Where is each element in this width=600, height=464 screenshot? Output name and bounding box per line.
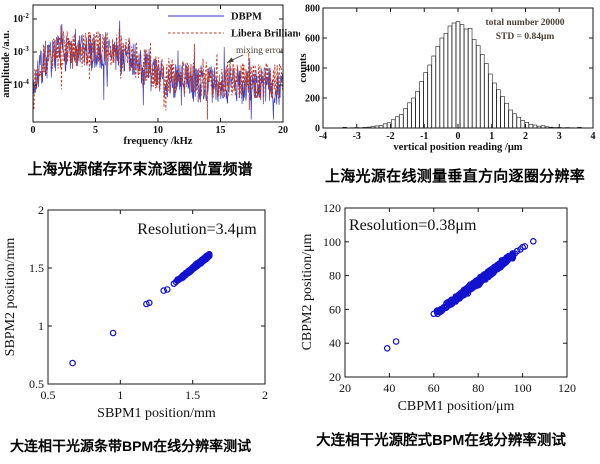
svg-text:15: 15 (216, 125, 226, 136)
svg-text:DBPM: DBPM (231, 12, 262, 23)
svg-text:CBPM2 position/μm: CBPM2 position/μm (300, 233, 315, 350)
svg-text:600: 600 (305, 34, 320, 45)
svg-text:400: 400 (305, 64, 320, 75)
svg-text:0: 0 (456, 131, 461, 142)
svg-text:2: 2 (38, 203, 44, 217)
svg-text:1: 1 (489, 131, 494, 142)
svg-text:-3: -3 (353, 131, 361, 142)
svg-text:80: 80 (472, 381, 484, 395)
svg-text:CBPM1 position/μm: CBPM1 position/μm (398, 399, 515, 414)
svg-text:SBPM2 position/mm: SBPM2 position/mm (3, 238, 18, 357)
svg-text:10-2: 10-2 (13, 12, 29, 25)
svg-text:200: 200 (305, 94, 320, 105)
caption-histogram: 上海光源在线测量垂直方向逐圈分辨率 (324, 168, 586, 185)
svg-text:40: 40 (383, 381, 395, 395)
svg-text:10-4: 10-4 (13, 78, 29, 91)
svg-text:20: 20 (329, 370, 341, 384)
svg-text:5: 5 (93, 125, 98, 136)
svg-text:10-3: 10-3 (13, 45, 29, 58)
svg-text:amplitude /a.u.: amplitude /a.u. (1, 30, 12, 98)
svg-text:2: 2 (523, 131, 528, 142)
svg-text:4: 4 (591, 131, 596, 142)
svg-text:counts: counts (300, 53, 309, 82)
svg-text:Libera Brilliance: Libera Brilliance (231, 29, 300, 40)
svg-text:60: 60 (329, 302, 341, 316)
sbpm-scatter-chart: 0.5 1 1.5 2 0.5 1 1.5 2 SBPM1 position/mm SBPM2 p… (3, 203, 268, 421)
svg-text:1.5: 1.5 (29, 261, 44, 275)
cbpm-scatter-chart: 20 40 60 80 100 120 20 40 60 80 100 120 CBPM1 positi… (300, 201, 576, 414)
svg-text:20: 20 (339, 381, 351, 395)
svg-text:0.5: 0.5 (41, 388, 56, 402)
resolution-histogram-chart: -4 -3 -2 -1 0 1 2 3 4 0 200 400 600 800 vertical posit… (300, 4, 596, 154)
svg-text:Resolution=0.38μm: Resolution=0.38μm (349, 217, 477, 234)
svg-text:60: 60 (428, 381, 440, 395)
svg-text:120: 120 (323, 201, 341, 215)
svg-text:-4: -4 (319, 131, 327, 142)
svg-text:mixing error: mixing error (236, 46, 285, 56)
caption-spectrum: 上海光源储存环束流逐圈位置频谱 (27, 161, 253, 178)
svg-text:0: 0 (31, 125, 36, 136)
svg-text:10: 10 (153, 125, 163, 136)
svg-text:100: 100 (323, 235, 341, 249)
svg-text:-2: -2 (386, 131, 394, 142)
caption-cbpm: 大连相干光源腔式BPM在线分辨率测试 (316, 433, 566, 449)
svg-text:80: 80 (329, 269, 341, 283)
svg-text:vertical position reading /μm: vertical position reading /μm (393, 142, 522, 153)
svg-text:1: 1 (38, 319, 44, 333)
svg-text:frequency /kHz: frequency /kHz (124, 136, 193, 147)
svg-text:100: 100 (514, 381, 532, 395)
svg-text:1.5: 1.5 (185, 388, 200, 402)
svg-text:Resolution=3.4μm: Resolution=3.4μm (137, 221, 257, 238)
svg-text:2: 2 (262, 388, 268, 402)
svg-text:total number 20000: total number 20000 (486, 18, 565, 28)
svg-text:40: 40 (329, 336, 341, 350)
svg-text:120: 120 (558, 381, 576, 395)
svg-text:800: 800 (305, 4, 320, 15)
svg-text:1: 1 (117, 388, 123, 402)
svg-text:3: 3 (557, 131, 562, 142)
svg-text:STD = 0.84μm: STD = 0.84μm (496, 32, 555, 42)
spectrum-chart: 0 5 10 15 20 10-2 10-3 10-4 frequency /kHz amplit… (1, 4, 300, 147)
caption-sbpm: 大连相干光源条带BPM在线分辨率测试 (10, 438, 252, 454)
svg-text:-1: -1 (420, 131, 428, 142)
svg-text:0: 0 (315, 124, 320, 135)
svg-text:0.5: 0.5 (29, 377, 44, 391)
svg-text:SBPM1 position/mm: SBPM1 position/mm (97, 406, 216, 421)
svg-text:20: 20 (278, 125, 288, 136)
